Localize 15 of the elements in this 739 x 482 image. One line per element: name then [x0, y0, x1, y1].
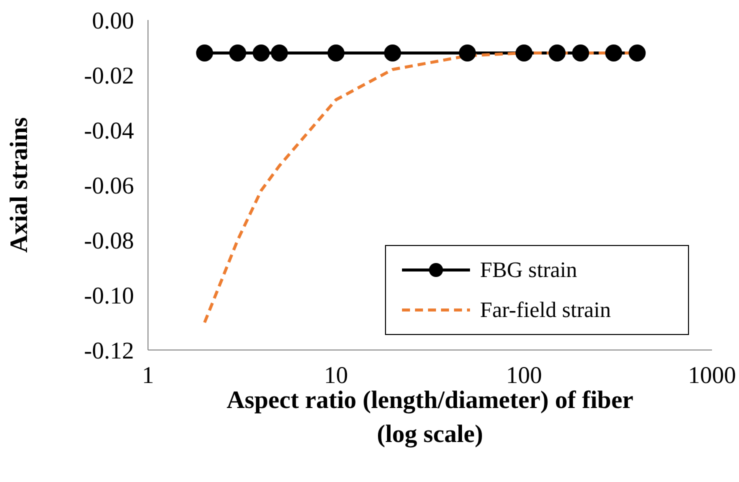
y-tick-label: -0.04: [84, 118, 134, 145]
x-tick-label: 1000: [688, 363, 736, 390]
y-tick-label: -0.06: [84, 174, 134, 200]
y-tick-label: -0.12: [84, 338, 134, 365]
y-tick-label: 0.00: [92, 8, 134, 35]
y-tick-label: -0.02: [84, 64, 134, 90]
x-axis-title: Aspect ratio (length/diameter) of fiber (log scale): [226, 387, 634, 448]
legend-label: FBG strain: [480, 257, 578, 283]
y-tick-label: -0.10: [84, 284, 134, 310]
y-tick-label: -0.08: [84, 228, 134, 255]
y-axis-title: Axial strains: [6, 117, 33, 253]
x-tick-label: 100: [506, 363, 542, 390]
legend-label: Far-field strain: [480, 297, 611, 323]
x-tick-label: 10: [324, 363, 348, 390]
x-tick-label: 1: [142, 363, 154, 390]
